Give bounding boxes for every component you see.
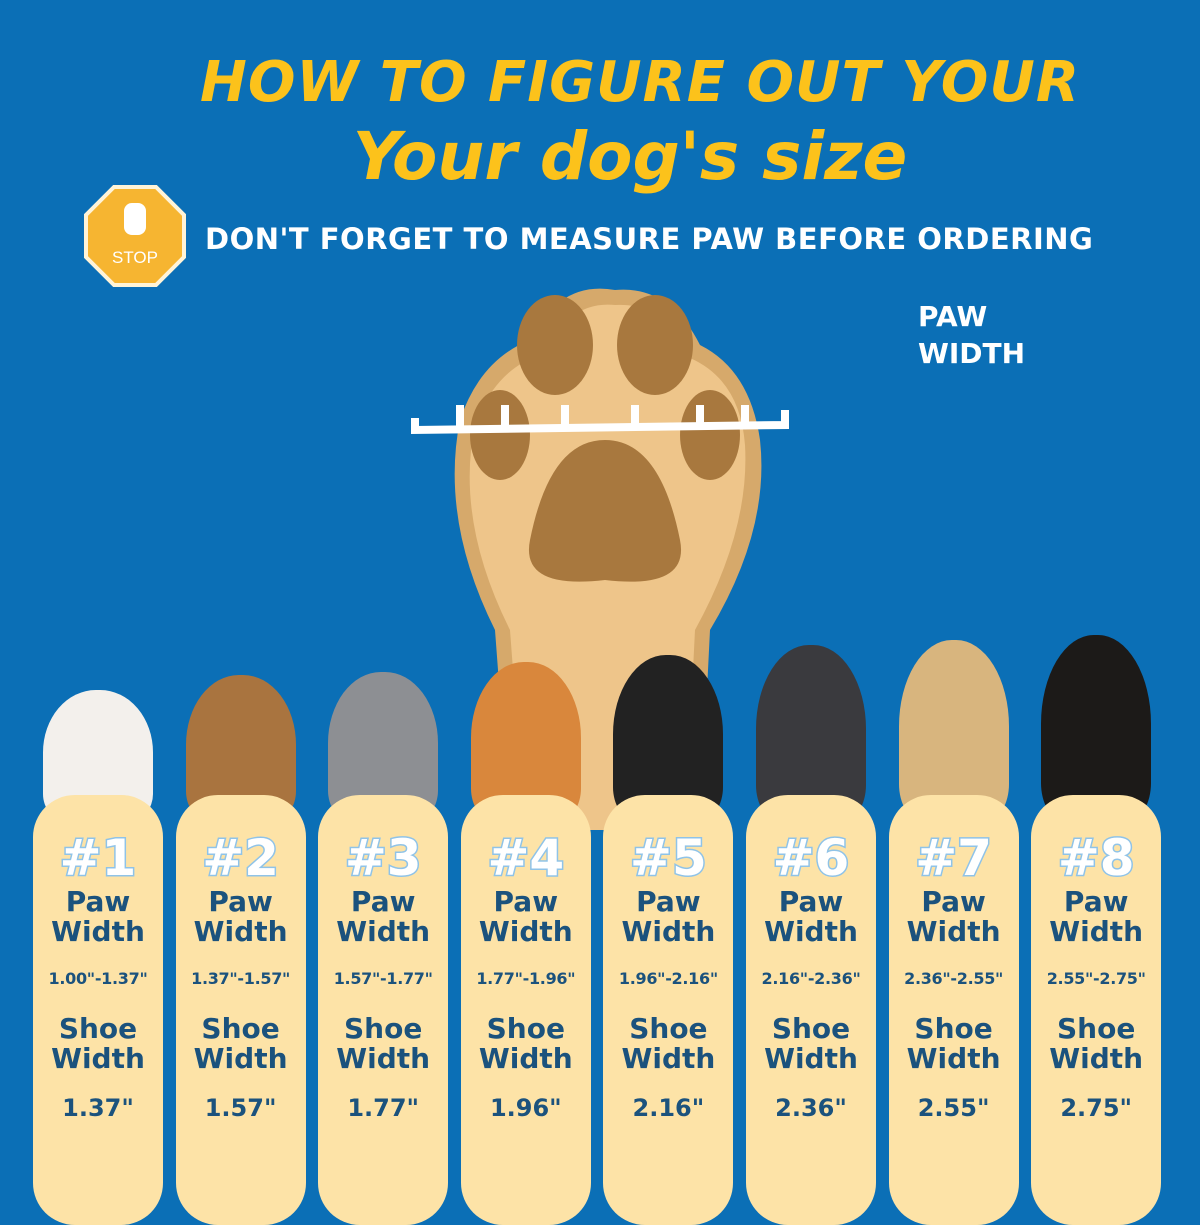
size-card: #5 Paw Width 1.96"-2.16" Shoe Width 2.16…: [603, 795, 734, 1225]
shoe-width-label: Width: [764, 1042, 858, 1075]
paw-width-range: 1.96"-2.16": [618, 969, 718, 988]
shoe-width-value: 2.75": [1060, 1094, 1133, 1122]
shoe-width-label: Width: [906, 1042, 1001, 1075]
paw-width-label: Width: [764, 915, 858, 948]
size-number: #6: [771, 828, 851, 889]
shoe-width-label: Width: [478, 1042, 573, 1075]
paw-width-label: Width: [336, 915, 431, 948]
title-line-2: Your dog's size: [352, 118, 908, 195]
paw-width-label: Width: [478, 915, 573, 948]
shoe-label: Shoe: [914, 1012, 993, 1045]
stop-text: STOP: [112, 248, 158, 267]
shoe-width-value: 1.57": [204, 1094, 277, 1122]
shoe-width-label: Width: [1049, 1042, 1144, 1075]
size-card: #6 Paw Width 2.16"-2.36" Shoe Width 2.36…: [746, 795, 876, 1225]
size-number: #2: [201, 828, 281, 889]
paw-width-range: 1.00"-1.37": [48, 969, 148, 988]
paw-label: Paw: [1063, 885, 1129, 918]
paw-width-range: 2.55"-2.75": [1046, 969, 1146, 988]
shoe-width-value: 2.36": [775, 1094, 847, 1122]
size-card: #1 Paw Width 1.00"-1.37" Shoe Width 1.37…: [33, 795, 163, 1225]
title-line-1: HOW TO FIGURE OUT YOUR: [200, 50, 1080, 115]
shoe-width-value: 1.96": [489, 1094, 562, 1122]
paw-label-line-2: WIDTH: [918, 337, 1026, 370]
dog-photo: [470, 662, 581, 820]
paw-label-line-1: PAW: [918, 300, 988, 333]
shoe-width-label: Width: [193, 1042, 288, 1075]
size-number: #3: [343, 828, 423, 889]
size-number: #1: [58, 828, 138, 889]
dog-photo: [756, 645, 866, 820]
shoe-label: Shoe: [486, 1012, 565, 1045]
paw-width-range: 1.77"-1.96": [476, 969, 576, 988]
shoe-width-value: 1.77": [347, 1094, 420, 1122]
shoe-width-value: 2.16": [632, 1094, 705, 1122]
size-number: #7: [914, 828, 994, 889]
size-number: #4: [486, 828, 566, 889]
paw-width-label: PAW WIDTH: [918, 298, 1025, 372]
size-card: #2 Paw Width 1.37"-1.57" Shoe Width 1.57…: [175, 795, 306, 1225]
size-card: #3 Paw Width 1.57"-1.77" Shoe Width 1.77…: [318, 795, 449, 1225]
shoe-width-label: Width: [621, 1042, 716, 1075]
paw-label: Paw: [636, 885, 701, 918]
paw-illustration: [411, 288, 789, 830]
dog-photo: [898, 640, 1009, 820]
paw-width-range: 2.16"-2.36": [761, 969, 861, 988]
size-card: #8 Paw Width 2.55"-2.75" Shoe Width 2.75…: [1031, 795, 1162, 1225]
paw-width-range: 1.37"-1.57": [191, 969, 291, 988]
shoe-width-value: 1.37": [62, 1094, 134, 1122]
paw-width-label: Width: [193, 915, 288, 948]
shoe-label: Shoe: [201, 1012, 280, 1045]
paw-width-label: Width: [906, 915, 1001, 948]
paw-label: Paw: [921, 885, 986, 918]
paw-label: Paw: [65, 885, 131, 918]
paw-width-range: 2.36"-2.55": [904, 969, 1004, 988]
paw-width-range: 1.57"-1.77": [333, 969, 433, 988]
paw-width-label: Width: [621, 915, 716, 948]
size-card: #4 Paw Width 1.77"-1.96" Shoe Width 1.96…: [460, 795, 591, 1225]
paw-label: Paw: [208, 885, 273, 918]
paw-label: Paw: [778, 885, 844, 918]
subtitle: DON'T FORGET TO MEASURE PAW BEFORE ORDER…: [205, 222, 1094, 256]
paw-width-label: Width: [1049, 915, 1144, 948]
dog-photo: [1041, 635, 1152, 820]
shoe-label: Shoe: [1057, 1012, 1136, 1045]
shoe-label: Shoe: [771, 1012, 851, 1045]
shoe-label: Shoe: [58, 1012, 138, 1045]
paw-label: Paw: [350, 885, 416, 918]
shoe-label: Shoe: [344, 1012, 423, 1045]
shoe-label: Shoe: [629, 1012, 708, 1045]
size-number: #5: [629, 828, 709, 889]
shoe-width-label: Width: [51, 1042, 145, 1075]
paw-width-label: Width: [51, 915, 145, 948]
size-card: #7 Paw Width 2.36"-2.55" Shoe Width 2.55…: [888, 795, 1019, 1225]
stop-sign-icon: STOP: [84, 185, 186, 287]
shoe-width-label: Width: [336, 1042, 431, 1075]
size-number: #8: [1056, 828, 1136, 889]
paw-label: Paw: [493, 885, 559, 918]
dog-photo: [613, 655, 724, 820]
shoe-width-value: 2.55": [917, 1094, 990, 1122]
